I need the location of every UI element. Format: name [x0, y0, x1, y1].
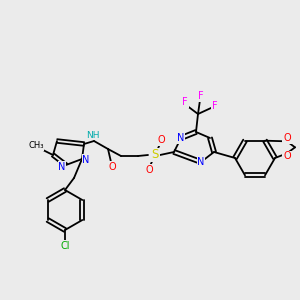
Text: S: S: [151, 148, 159, 161]
Text: O: O: [145, 165, 153, 175]
Text: O: O: [283, 151, 291, 161]
Text: O: O: [283, 133, 291, 143]
Text: N: N: [177, 133, 185, 143]
Text: NH: NH: [86, 130, 100, 140]
Text: O: O: [108, 162, 116, 172]
Text: N: N: [197, 157, 205, 167]
Text: F: F: [182, 97, 188, 107]
Text: N: N: [82, 155, 90, 165]
Text: N: N: [58, 162, 66, 172]
Text: F: F: [198, 91, 204, 101]
Text: Cl: Cl: [60, 241, 70, 251]
Text: O: O: [157, 135, 165, 145]
Text: CH₃: CH₃: [28, 142, 44, 151]
Text: F: F: [212, 101, 218, 111]
